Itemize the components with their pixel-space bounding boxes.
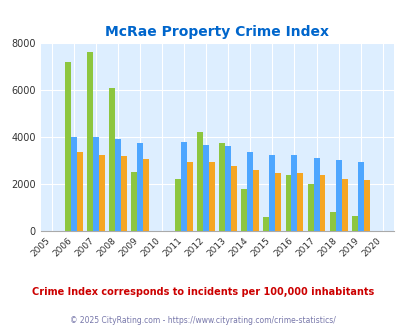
Text: © 2025 CityRating.com - https://www.cityrating.com/crime-statistics/: © 2025 CityRating.com - https://www.city… (70, 315, 335, 325)
Bar (143, 159, 149, 231)
Bar (197, 132, 202, 231)
Bar (341, 179, 347, 231)
Bar (70, 137, 77, 231)
Text: Crime Index corresponds to incidents per 100,000 inhabitants: Crime Index corresponds to incidents per… (32, 287, 373, 297)
Bar (77, 152, 83, 231)
Bar (181, 142, 187, 231)
Bar (363, 181, 369, 231)
Bar (313, 158, 319, 231)
Bar (329, 212, 335, 231)
Bar (351, 216, 357, 231)
Bar (93, 137, 98, 231)
Bar (109, 87, 115, 231)
Bar (65, 62, 70, 231)
Bar (121, 156, 126, 231)
Bar (136, 143, 143, 231)
Bar (319, 175, 325, 231)
Bar (187, 162, 192, 231)
Bar (241, 189, 247, 231)
Bar (275, 173, 281, 231)
Bar (247, 152, 253, 231)
Bar (335, 160, 341, 231)
Bar (263, 217, 269, 231)
Bar (231, 166, 237, 231)
Title: McRae Property Crime Index: McRae Property Crime Index (105, 25, 328, 39)
Bar (209, 162, 215, 231)
Bar (98, 154, 104, 231)
Bar (225, 147, 231, 231)
Bar (357, 162, 363, 231)
Bar (307, 184, 313, 231)
Bar (175, 179, 181, 231)
Bar (115, 139, 121, 231)
Bar (219, 143, 225, 231)
Bar (87, 52, 93, 231)
Bar (285, 175, 291, 231)
Bar (291, 154, 297, 231)
Bar (297, 173, 303, 231)
Bar (131, 172, 136, 231)
Bar (253, 170, 259, 231)
Bar (269, 154, 275, 231)
Bar (202, 145, 209, 231)
